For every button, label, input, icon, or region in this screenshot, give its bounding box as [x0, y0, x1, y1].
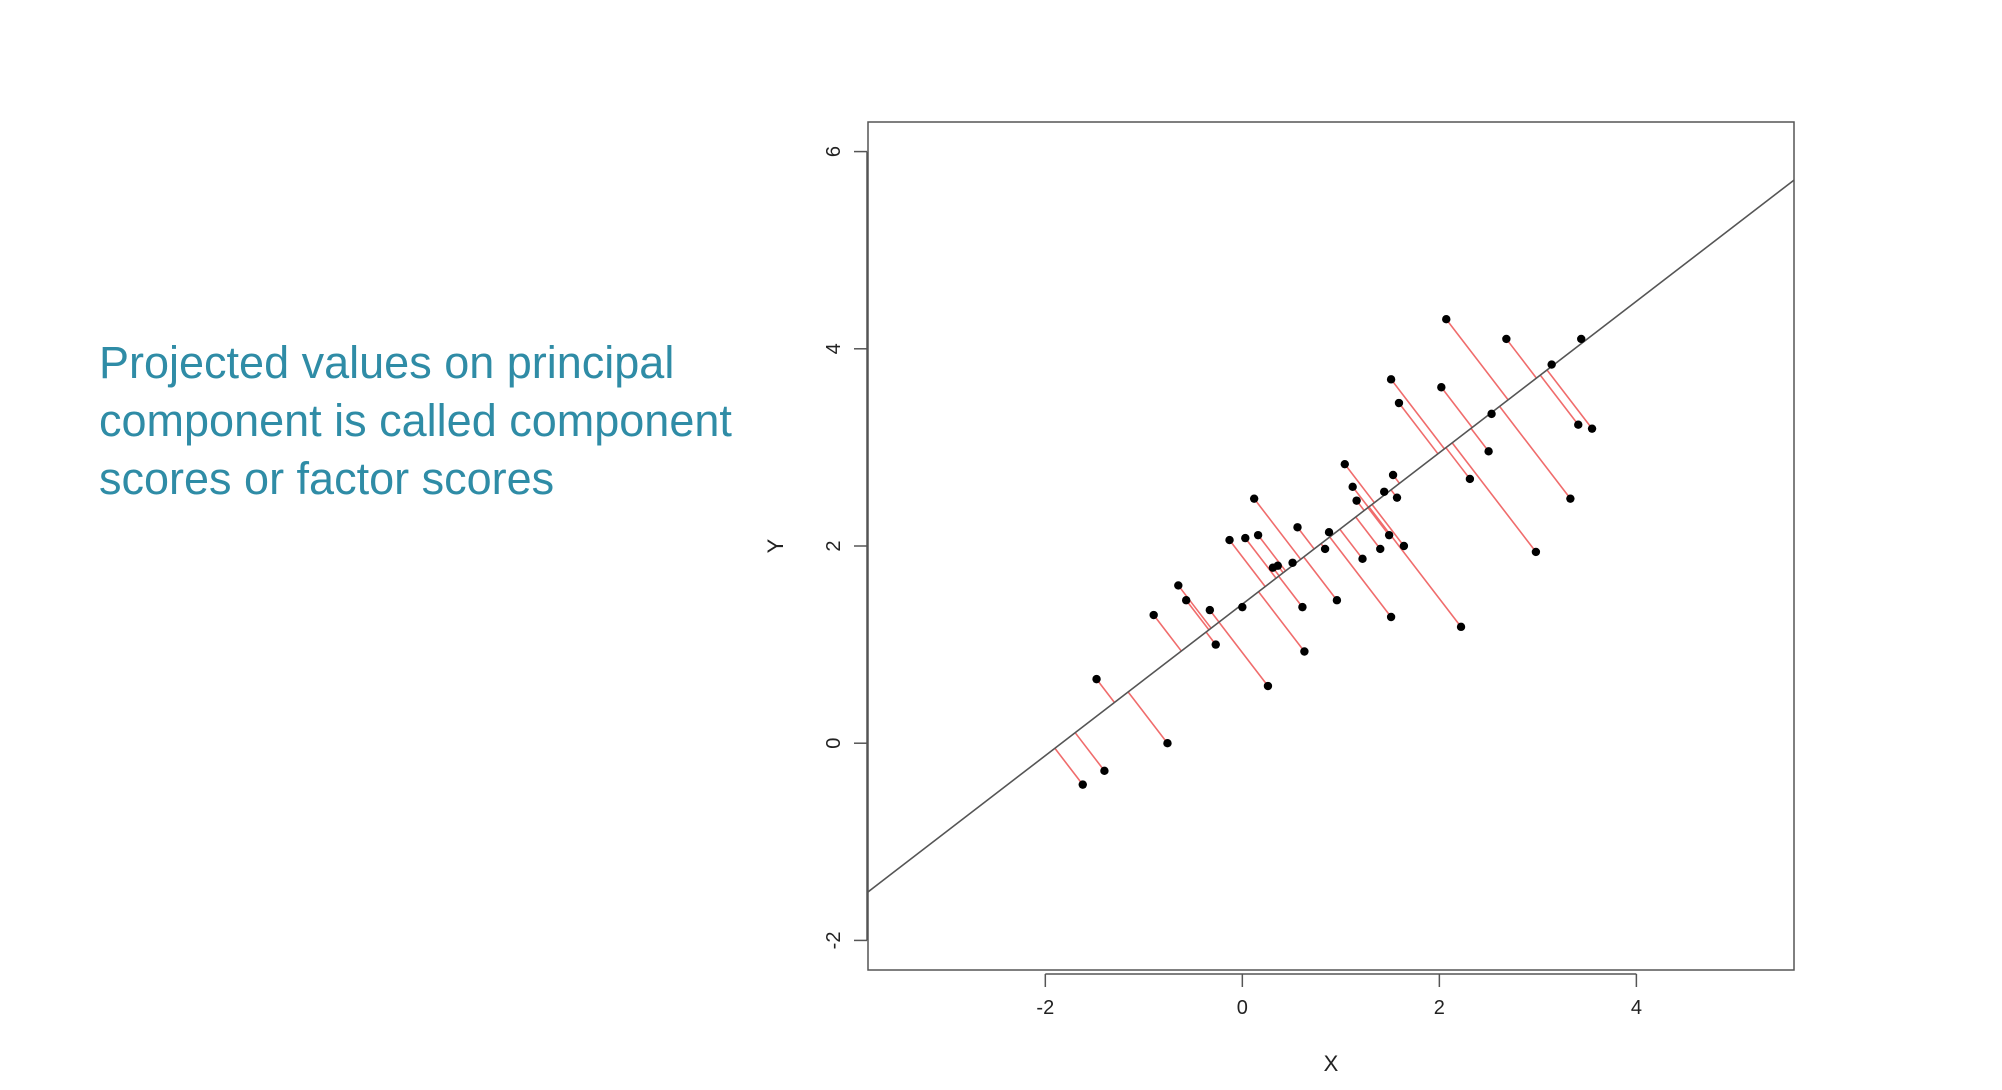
- data-point: [1502, 334, 1511, 344]
- data-point: [1092, 674, 1101, 684]
- projection-segment: [1127, 691, 1169, 744]
- projection-segment: [1398, 402, 1439, 455]
- data-point: [1456, 622, 1466, 632]
- projection-segment: [1390, 378, 1446, 450]
- y-tick-label: 2: [823, 540, 845, 551]
- x-tick-label: 2: [1434, 997, 1445, 1019]
- projection-segment: [1303, 556, 1338, 601]
- data-point: [1340, 459, 1349, 469]
- plot-frame: [867, 121, 1795, 971]
- x-axis-title: X: [1324, 1051, 1339, 1076]
- data-point: [1384, 530, 1394, 540]
- data-point: [1241, 533, 1250, 543]
- data-point: [1386, 375, 1396, 384]
- data-point: [1238, 602, 1247, 612]
- data-point: [1392, 493, 1402, 502]
- data-point: [1574, 420, 1583, 429]
- projection-segment: [1451, 442, 1537, 553]
- projection-segment: [1095, 678, 1116, 703]
- data-point: [1379, 487, 1389, 496]
- data-point: [1181, 596, 1191, 605]
- projection-segment: [1244, 537, 1277, 579]
- projection-segment: [1546, 369, 1593, 430]
- data-point: [1388, 470, 1398, 480]
- data-point: [1487, 409, 1496, 419]
- y-axis-title: Y: [763, 538, 788, 553]
- projection-segment: [1355, 516, 1381, 550]
- data-point: [1298, 602, 1307, 612]
- projection-segment: [1177, 584, 1212, 629]
- data-point: [1484, 447, 1493, 456]
- projection-segment: [1329, 536, 1392, 618]
- data-point: [1352, 496, 1361, 505]
- projection-segment: [1445, 447, 1471, 480]
- data-point: [1577, 334, 1586, 344]
- data-point: [1273, 561, 1283, 570]
- data-point: [1225, 535, 1234, 545]
- y-tick-label: 4: [823, 343, 845, 354]
- y-tick-label: 0: [823, 738, 845, 749]
- data-point: [1348, 482, 1357, 492]
- data-point: [1293, 523, 1302, 532]
- projection-segment: [1257, 591, 1306, 652]
- projection-segment: [1344, 463, 1375, 504]
- projection-segment: [1185, 599, 1210, 631]
- data-point: [1249, 494, 1259, 503]
- projection-segment: [1440, 386, 1473, 428]
- projection-segment: [1054, 747, 1084, 786]
- projection-segment: [1498, 405, 1572, 500]
- data-point: [1253, 530, 1263, 540]
- projection-segment: [1218, 621, 1269, 687]
- data-point: [1211, 640, 1220, 649]
- projection-segment: [1371, 503, 1405, 547]
- data-point: [1078, 780, 1087, 789]
- projection-segment: [1352, 486, 1370, 508]
- y-tick-label: 6: [823, 146, 845, 157]
- projection-segment: [1278, 575, 1304, 608]
- data-point: [1163, 739, 1172, 748]
- data-point: [1205, 605, 1215, 615]
- data-point: [1465, 474, 1475, 484]
- data-point: [1100, 766, 1109, 776]
- x-tick-label: -2: [1036, 997, 1054, 1019]
- data-point: [1332, 596, 1342, 605]
- data-point: [1566, 494, 1575, 503]
- data-point: [1437, 383, 1446, 392]
- data-point: [1300, 647, 1309, 656]
- x-tick-label: 4: [1631, 997, 1642, 1019]
- data-point: [1587, 424, 1597, 433]
- data-point: [1442, 315, 1451, 324]
- principal-component-line: [868, 179, 1794, 893]
- data-point: [1394, 398, 1404, 408]
- data-point: [1376, 544, 1385, 554]
- projection-segment: [1445, 318, 1509, 401]
- projection-segment: [1253, 498, 1302, 560]
- data-point: [1324, 527, 1334, 537]
- data-point: [1547, 360, 1556, 369]
- data-point: [1399, 541, 1409, 551]
- caption-text: Projected values on principal component …: [99, 337, 732, 504]
- projection-segment: [1074, 732, 1106, 772]
- data-point: [1288, 558, 1297, 567]
- projection-segment: [1505, 338, 1538, 379]
- data-point: [1386, 612, 1396, 622]
- data-point: [1174, 581, 1183, 590]
- projection-segment: [1470, 427, 1490, 452]
- x-tick-label: 0: [1237, 997, 1248, 1019]
- data-point: [1531, 547, 1541, 557]
- projection-segment: [1296, 526, 1315, 550]
- data-point: [1320, 544, 1330, 554]
- projection-segment: [1339, 528, 1364, 560]
- data-point: [1149, 610, 1158, 620]
- projection-segment: [1228, 539, 1266, 588]
- data-point: [1263, 681, 1273, 691]
- projection-segment: [1367, 507, 1390, 536]
- data-point: [1358, 554, 1367, 564]
- y-tick-label: -2: [823, 932, 845, 950]
- projection-segment: [1539, 374, 1579, 426]
- projection-segment: [1153, 614, 1182, 652]
- projection-segment: [1368, 506, 1462, 628]
